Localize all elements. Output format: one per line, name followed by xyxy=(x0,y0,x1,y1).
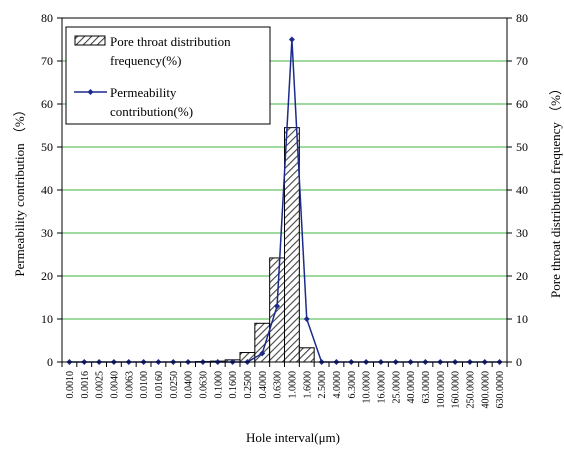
x-tick-label-6.3000: 6.3000 xyxy=(347,371,358,399)
x-tick-label-0.6300: 0.6300 xyxy=(273,371,284,399)
bar-1.0000 xyxy=(285,128,300,362)
y-left-tick-label-20: 20 xyxy=(41,269,53,283)
x-tick-label-0.0063: 0.0063 xyxy=(124,371,135,399)
y-axis-left-title: Permeability contribution （%） xyxy=(12,103,27,276)
legend: Pore throat distribution frequency(%) Pe… xyxy=(66,27,270,124)
x-tick-label-400.0000: 400.0000 xyxy=(480,371,491,409)
x-axis-title: Hole interval(μm) xyxy=(246,430,340,445)
bar-series xyxy=(196,128,315,362)
y-right-tick-label-60: 60 xyxy=(516,97,528,111)
y-right-tick-label-70: 70 xyxy=(516,54,528,68)
x-tick-label-16.0000: 16.0000 xyxy=(376,371,387,404)
y-right-tick-label-50: 50 xyxy=(516,140,528,154)
y-right-tick-label-10: 10 xyxy=(516,312,528,326)
y-left-tick-label-60: 60 xyxy=(41,97,53,111)
x-tick-label-0.0010: 0.0010 xyxy=(65,371,76,399)
bar-1.6000 xyxy=(299,348,314,362)
y-right-tick-label-80: 80 xyxy=(516,11,528,25)
x-tick-label-0.0630: 0.0630 xyxy=(198,371,209,399)
x-tick-label-4.0000: 4.0000 xyxy=(332,371,343,399)
x-tick-label-0.0025: 0.0025 xyxy=(95,371,106,399)
x-tick-label-25.0000: 25.0000 xyxy=(391,371,402,404)
x-tick-label-10.0000: 10.0000 xyxy=(362,371,373,404)
legend-label-line-line1: Permeability xyxy=(110,85,177,100)
legend-label-bar-line1: Pore throat distribution xyxy=(110,34,231,49)
y-left-tick-label-0: 0 xyxy=(47,355,53,369)
x-tick-label-250.0000: 250.0000 xyxy=(465,371,476,409)
y-left-tick-label-50: 50 xyxy=(41,140,53,154)
y-left-tick-label-30: 30 xyxy=(41,226,53,240)
y-right-tick-label-0: 0 xyxy=(516,355,522,369)
y-left-tick-label-40: 40 xyxy=(41,183,53,197)
legend-label-bar-line2: frequency(%) xyxy=(110,53,181,68)
y-left-tick-label-10: 10 xyxy=(41,312,53,326)
x-tick-label-0.4000: 0.4000 xyxy=(258,371,269,399)
x-tick-label-1.6000: 1.6000 xyxy=(302,371,313,399)
x-tick-label-0.2500: 0.2500 xyxy=(243,371,254,399)
x-tick-label-2.5000: 2.5000 xyxy=(317,371,328,399)
x-tick-label-100.0000: 100.0000 xyxy=(436,371,447,409)
x-tick-label-160.0000: 160.0000 xyxy=(451,371,462,409)
x-tick-label-0.0400: 0.0400 xyxy=(184,371,195,399)
line-point-1.0000 xyxy=(289,37,295,43)
x-tick-label-1.0000: 1.0000 xyxy=(287,371,298,399)
x-tick-label-40.0000: 40.0000 xyxy=(406,371,417,404)
x-tick-label-0.1600: 0.1600 xyxy=(228,371,239,399)
y-left-tick-label-70: 70 xyxy=(41,54,53,68)
y-right-tick-label-40: 40 xyxy=(516,183,528,197)
x-tick-label-0.1000: 0.1000 xyxy=(213,371,224,399)
bar-0.6300 xyxy=(270,258,285,362)
legend-label-line-line2: contribution(%) xyxy=(110,104,193,119)
x-tick-label-0.0040: 0.0040 xyxy=(109,371,120,399)
x-tick-label-0.0160: 0.0160 xyxy=(154,371,165,399)
x-tick-label-63.0000: 63.0000 xyxy=(421,371,432,404)
x-tick-label-0.0100: 0.0100 xyxy=(139,371,150,399)
x-tick-label-630.0000: 630.0000 xyxy=(495,371,506,409)
x-tick-label-0.0250: 0.0250 xyxy=(169,371,180,399)
y-right-tick-label-20: 20 xyxy=(516,269,528,283)
y-axis-right-title: Pore throat distribution frequency （%） xyxy=(548,82,563,298)
legend-swatch-bar xyxy=(75,36,105,45)
y-right-tick-label-30: 30 xyxy=(516,226,528,240)
y-left-tick-label-80: 80 xyxy=(41,11,53,25)
x-tick-label-0.0016: 0.0016 xyxy=(80,371,91,399)
line-point-1.6000 xyxy=(304,316,310,322)
